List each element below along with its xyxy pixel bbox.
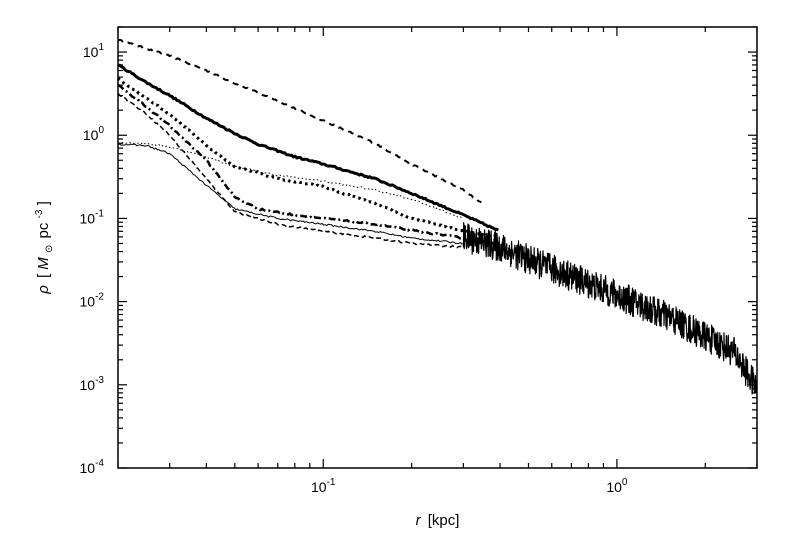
series-line-thin-dotted [117, 141, 464, 219]
series-line-thin-solid [117, 143, 464, 245]
y-axis-label-bracket-close: ] [35, 201, 52, 205]
series-line-dashed-thin [117, 92, 464, 249]
y-axis-label-var: ρ [35, 285, 52, 295]
y-axis-label-unit-sup: -3 [34, 209, 45, 218]
y-tick-label: 10-2 [80, 292, 105, 310]
x-axis-label-var: r [416, 512, 422, 529]
y-tick-label: 101 [83, 42, 105, 60]
series-line-solid [117, 63, 500, 232]
x-tick-label: 100 [606, 477, 628, 495]
x-axis-label: r [kpc] [416, 512, 460, 529]
y-axis-label-unit: pc [35, 222, 52, 238]
series-layer [116, 38, 758, 395]
x-tick-label: 10-1 [311, 477, 336, 495]
tick-layer: 10-1 100 101 100 10-1 10-2 10-3 10-4 [80, 26, 758, 495]
y-axis-label: ρ [ M ⊙ pc -3 ] [29, 201, 56, 295]
x-axis-label-unit: [kpc] [428, 512, 460, 529]
y-tick-label: 100 [83, 125, 105, 143]
series-line-dotted [116, 76, 500, 239]
y-tick-label: 10-1 [80, 208, 105, 226]
y-axis-label-bracket-open: [ [35, 273, 52, 278]
plot-frame [117, 26, 758, 469]
y-tick-label: 10-3 [80, 375, 105, 393]
y-axis-label-msun-sub: ⊙ [44, 245, 55, 253]
y-axis-label-msun: M [35, 257, 52, 270]
y-tick-label: 10-4 [80, 458, 105, 476]
series-line-noisy-tail [462, 222, 758, 395]
series-line-dashed [117, 38, 482, 204]
